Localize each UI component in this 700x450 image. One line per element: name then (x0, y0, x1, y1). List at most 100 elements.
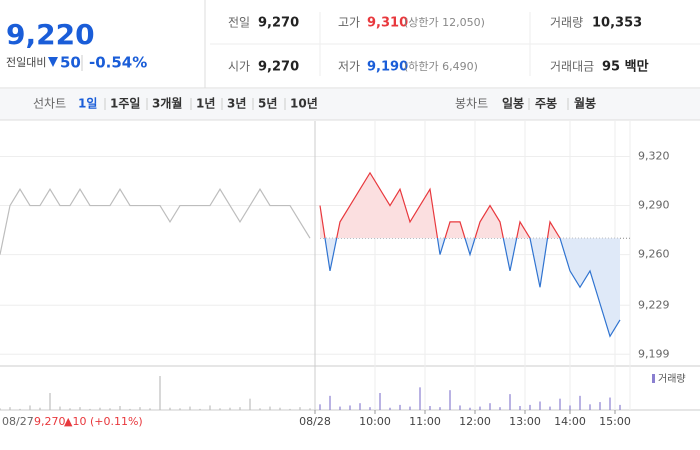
down-icon (48, 57, 58, 67)
volume-bar (0, 408, 1, 410)
volume-bar (269, 406, 271, 410)
tab[interactable]: 5년 (258, 97, 277, 111)
y-tick-label: 9,260 (638, 248, 670, 261)
volume-bar (309, 408, 311, 410)
volume-bar (89, 408, 91, 410)
tab[interactable]: 1년 (196, 97, 215, 111)
volume-bar (229, 407, 231, 410)
volume-bar (9, 407, 11, 410)
volume-bar (569, 405, 571, 410)
volume-bar (539, 401, 541, 410)
volume-bar (379, 393, 381, 410)
volume-bar (479, 406, 481, 410)
legend-label: 거래량 (658, 373, 686, 385)
volume-bar (79, 407, 81, 410)
x-tick-label: 12:00 (459, 415, 491, 428)
x-tick-label: 15:00 (599, 415, 631, 428)
x-tick-label: 10:00 (359, 415, 391, 428)
volume-bar (169, 407, 171, 410)
volume-bar (459, 405, 461, 410)
stat-label: 시가 (228, 60, 250, 74)
volume-bar (199, 408, 201, 410)
x-tick-label: 14:00 (554, 415, 586, 428)
tab[interactable]: 1주일 (110, 97, 140, 111)
stat-value: 9,190 (367, 60, 408, 75)
y-tick-label: 9,229 (638, 298, 670, 311)
stat-extra: (하한가 6,490) (404, 59, 478, 73)
volume-bar (69, 408, 71, 410)
volume-bar (349, 405, 351, 410)
volume-bar (139, 407, 141, 410)
volume-bar (159, 376, 161, 410)
volume-bar (129, 408, 131, 410)
tab-group-label: 선차트 (33, 97, 66, 111)
tab[interactable]: 월봉 (574, 96, 596, 111)
tab[interactable]: 주봉 (535, 97, 557, 111)
legend-swatch (652, 374, 655, 383)
y-tick-label: 9,290 (638, 199, 670, 212)
info-date: 08/27 (2, 415, 34, 428)
change: 50 (60, 54, 81, 72)
price-line (319, 171, 621, 338)
volume-bar (319, 404, 321, 410)
volume-bar (469, 407, 471, 410)
volume-bar (29, 405, 31, 410)
stat-value: 9,270 (258, 60, 299, 75)
volume-bar (389, 407, 391, 410)
volume-bar (429, 406, 431, 410)
volume-bar (279, 407, 281, 410)
tab[interactable]: 3개월 (152, 96, 182, 111)
volume-bar (449, 390, 451, 410)
volume-bar (39, 407, 41, 410)
volume-bar (219, 408, 221, 410)
volume-bar (559, 398, 561, 410)
x-tick-label: 11:00 (409, 415, 441, 428)
volume-bar (619, 404, 621, 410)
volume-bar (549, 406, 551, 410)
y-tick-label: 9,320 (638, 150, 670, 163)
volume-bar (509, 394, 511, 410)
volume-bar (49, 393, 51, 410)
stat-label: 저가 (338, 60, 360, 74)
volume-bar (19, 408, 21, 410)
stat-value: 10,353 (592, 16, 642, 31)
current-price: 9,220 (6, 18, 95, 51)
volume-bar (419, 387, 421, 410)
volume-bar (589, 404, 591, 410)
x-tick-label: 13:00 (509, 415, 541, 428)
stat-label: 거래대금 (550, 60, 594, 74)
tab[interactable]: 10년 (290, 97, 318, 111)
tab[interactable]: 1일 (78, 97, 97, 111)
volume-bar (329, 395, 331, 410)
x-tick-label: 08/28 (299, 415, 331, 428)
change-label: 전일대비 (6, 55, 46, 69)
volume-bar (59, 406, 61, 410)
volume-bar (289, 408, 291, 410)
volume-bar (609, 397, 611, 410)
volume-bar (359, 403, 361, 410)
volume-bar (399, 404, 401, 410)
tab[interactable]: 3년 (227, 97, 246, 111)
volume-bar (409, 406, 411, 410)
volume-bar (249, 398, 251, 410)
y-tick-label: 9,199 (638, 347, 670, 360)
volume-bar (579, 395, 581, 410)
volume-bar (369, 407, 371, 410)
volume-bar (179, 408, 181, 410)
volume-bar (99, 407, 101, 410)
volume-bar (489, 403, 491, 410)
volume-bar (499, 407, 501, 410)
stat-label: 전일 (228, 16, 250, 30)
volume-bar (439, 407, 441, 410)
price-line (0, 188, 311, 255)
volume-bar (259, 408, 261, 410)
stat-value: 9,270 (258, 16, 299, 31)
stat-label: 거래량 (550, 16, 583, 30)
volume-bar (209, 405, 211, 410)
tab-bar (0, 89, 700, 120)
stat-extra: (상한가 12,050) (404, 16, 485, 29)
info-change: ▲10 (+0.11%) (64, 415, 143, 428)
tab[interactable]: 일봉 (502, 97, 524, 111)
tab-group-label: 봉차트 (455, 97, 488, 111)
